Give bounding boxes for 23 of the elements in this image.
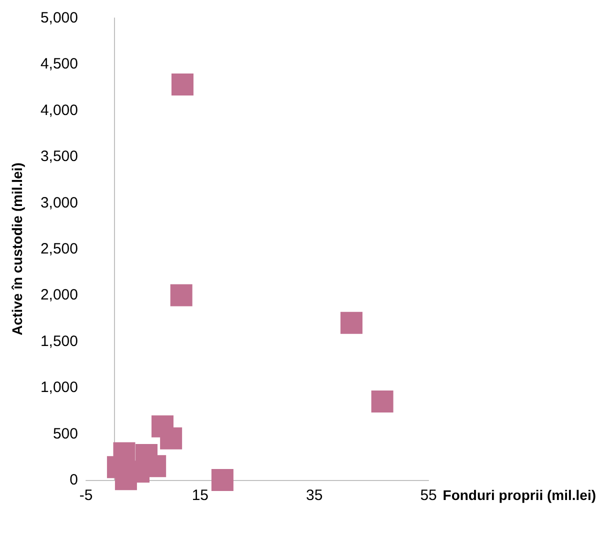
point xyxy=(340,312,362,334)
y-tick-label: 1,000 xyxy=(40,379,78,396)
y-tick-label: 0 xyxy=(70,472,78,488)
y-tick-label: 4,000 xyxy=(40,102,78,119)
x-tick-label: -5 xyxy=(79,487,93,504)
x-tick-label: 15 xyxy=(192,487,209,504)
x-tick-label: 55 xyxy=(420,487,437,504)
y-tick-label: 5,000 xyxy=(40,10,78,26)
x-tick-label: 35 xyxy=(306,487,323,504)
y-tick-label: 3,500 xyxy=(40,148,78,166)
y-tick-label: 2,000 xyxy=(40,286,78,304)
y-tick-label: 1,500 xyxy=(40,332,78,350)
x-axis-title: Fonduri proprii (mil.lei) xyxy=(442,487,596,503)
y-tick-label: 3,000 xyxy=(40,194,78,212)
point xyxy=(371,390,394,412)
y-tick-label: 2,500 xyxy=(40,240,78,258)
point xyxy=(211,469,234,491)
y-tick-label: 4,500 xyxy=(40,56,78,73)
y-tick-label: 500 xyxy=(52,425,78,442)
point xyxy=(171,74,194,96)
point xyxy=(152,415,174,438)
point xyxy=(170,284,192,306)
y-axis-title: Active în custodie (mil.lei) xyxy=(9,162,25,336)
